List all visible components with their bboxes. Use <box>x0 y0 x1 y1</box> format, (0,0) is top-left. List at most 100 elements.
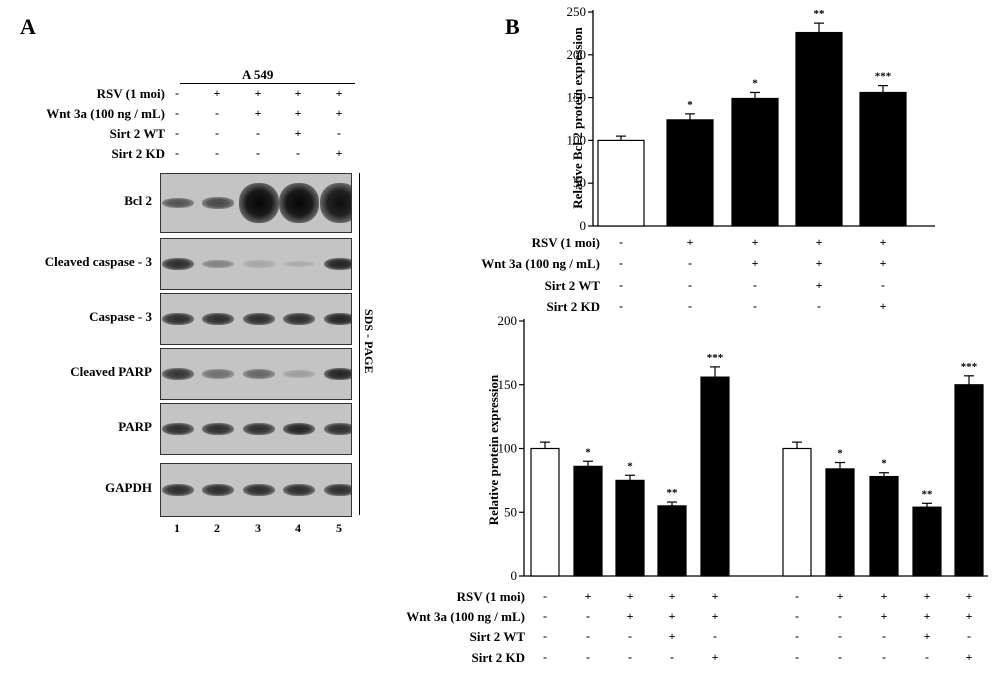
bar <box>869 475 899 577</box>
condition-sign: - <box>175 146 179 160</box>
significance-marker: * <box>687 99 693 111</box>
condition-sign: + <box>213 86 221 100</box>
panel-b-letter: B <box>505 14 520 39</box>
cell-line-label: A 549 <box>242 67 274 82</box>
blot-label: GAPDH <box>105 480 152 495</box>
condition-sign: - <box>670 650 674 664</box>
condition-sign: - <box>337 126 341 140</box>
protein-band <box>283 312 315 326</box>
condition-sign: - <box>256 126 260 140</box>
condition-sign: - <box>215 106 219 120</box>
condition-sign: - <box>215 146 219 160</box>
blot-image <box>160 348 352 400</box>
y-tick-label: 200 <box>567 47 587 62</box>
condition-sign: - <box>838 609 842 623</box>
protein-band <box>162 257 194 271</box>
protein-band <box>202 369 234 379</box>
condition-sign: - <box>619 278 623 292</box>
condition-sign: + <box>965 589 973 603</box>
condition-sign: - <box>543 629 547 643</box>
condition-sign: - <box>688 256 692 270</box>
condition-sign: + <box>686 235 694 249</box>
lane-number: 5 <box>336 521 342 535</box>
condition-label: Sirt 2 WT <box>544 278 600 293</box>
protein-band <box>279 183 319 223</box>
protein-band <box>202 259 234 269</box>
significance-marker: *** <box>707 352 724 364</box>
condition-sign: + <box>294 86 302 100</box>
condition-label: Sirt 2 KD <box>471 650 525 665</box>
blot-image <box>160 463 352 517</box>
condition-sign: - <box>967 629 971 643</box>
condition-sign: + <box>711 609 719 623</box>
condition-sign: - <box>619 235 623 249</box>
bar <box>657 505 687 577</box>
condition-sign: - <box>753 278 757 292</box>
y-tick-label: 250 <box>567 4 587 19</box>
protein-band <box>283 422 315 436</box>
condition-sign: - <box>628 629 632 643</box>
significance-marker: ** <box>814 8 826 20</box>
significance-marker: * <box>837 448 843 460</box>
condition-sign: - <box>543 650 547 664</box>
bar <box>700 376 730 577</box>
condition-sign: - <box>215 126 219 140</box>
condition-sign: + <box>626 589 634 603</box>
significance-marker: * <box>585 446 591 458</box>
blot-image <box>160 238 352 290</box>
bar <box>825 468 855 577</box>
protein-band <box>324 367 351 381</box>
protein-band <box>202 483 234 497</box>
bar <box>795 31 843 227</box>
condition-sign: - <box>795 629 799 643</box>
condition-sign: + <box>335 106 343 120</box>
bar <box>615 479 645 577</box>
condition-label: Wnt 3a (100 ng / mL) <box>481 256 600 271</box>
condition-sign: + <box>254 86 262 100</box>
condition-sign: + <box>923 589 931 603</box>
condition-sign: - <box>619 256 623 270</box>
condition-label: Wnt 3a (100 ng / mL) <box>406 609 525 624</box>
bar <box>666 119 714 227</box>
condition-sign: + <box>879 299 887 313</box>
significance-marker: ** <box>667 487 679 499</box>
condition-sign: - <box>753 299 757 313</box>
bar <box>731 97 779 227</box>
condition-sign: - <box>795 589 799 603</box>
condition-sign: - <box>882 650 886 664</box>
bar <box>573 465 603 577</box>
condition-sign: + <box>711 650 719 664</box>
protein-band <box>283 370 315 378</box>
condition-sign: + <box>335 146 343 160</box>
protein-band <box>324 422 351 436</box>
condition-sign: - <box>795 650 799 664</box>
blot-image <box>160 173 352 233</box>
blot-label: Cleaved PARP <box>70 364 152 379</box>
protein-band <box>202 197 234 209</box>
protein-band <box>243 260 275 268</box>
condition-sign: + <box>836 589 844 603</box>
condition-sign: - <box>586 629 590 643</box>
condition-sign: + <box>751 235 759 249</box>
y-tick-label: 150 <box>498 377 518 392</box>
sds-page-rule <box>359 173 360 515</box>
protein-band <box>283 260 315 268</box>
condition-sign: - <box>688 299 692 313</box>
protein-band <box>239 183 279 223</box>
protein-band <box>283 483 315 497</box>
bar <box>782 447 812 577</box>
condition-sign: + <box>880 609 888 623</box>
condition-sign: + <box>879 256 887 270</box>
y-tick-label: 100 <box>567 132 587 147</box>
condition-label: RSV (1 moi) <box>96 86 165 101</box>
protein-band <box>202 422 234 436</box>
protein-band <box>243 483 275 497</box>
condition-sign: - <box>817 299 821 313</box>
condition-sign: + <box>965 609 973 623</box>
protein-band <box>162 368 194 380</box>
bar <box>912 506 942 577</box>
condition-sign: - <box>619 299 623 313</box>
blot-label: Cleaved caspase - 3 <box>44 254 152 269</box>
